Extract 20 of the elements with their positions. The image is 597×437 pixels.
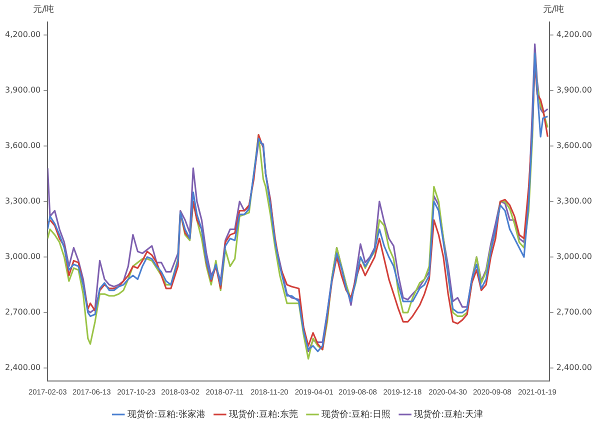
y2-tick-label: 3,600.00 — [556, 141, 592, 150]
legend-label: 现货价:豆粕:日照 — [322, 408, 391, 420]
y-axis-title: 元/吨 — [33, 4, 54, 15]
y-tick-label: 3,300.00 — [5, 196, 41, 206]
y-tick-label: 4,200.00 — [5, 30, 41, 40]
legend-label: 现货价:豆粕:东莞 — [228, 408, 298, 420]
y-tick-label: 2,400.00 — [5, 363, 41, 372]
y2-tick-label: 4,200.00 — [556, 30, 592, 40]
legend-label: 现货价:豆粕:张家港 — [127, 408, 206, 420]
y2-tick-label: 3,000.00 — [556, 252, 592, 262]
y2-tick-label: 3,300.00 — [556, 196, 592, 206]
y-tick-label: 2,700.00 — [5, 308, 41, 317]
y-tick-label: 3,600.00 — [5, 141, 41, 150]
y-tick-label: 3,900.00 — [5, 86, 41, 95]
y2-tick-label: 2,400.00 — [556, 363, 592, 372]
y-tick-label: 3,000.00 — [5, 252, 41, 262]
legend-label: 现货价:豆粕:天津 — [414, 408, 484, 420]
y2-tick-label: 2,700.00 — [556, 308, 592, 317]
y2-axis-title: 元/吨 — [542, 4, 564, 15]
y2-tick-label: 3,900.00 — [556, 86, 592, 95]
